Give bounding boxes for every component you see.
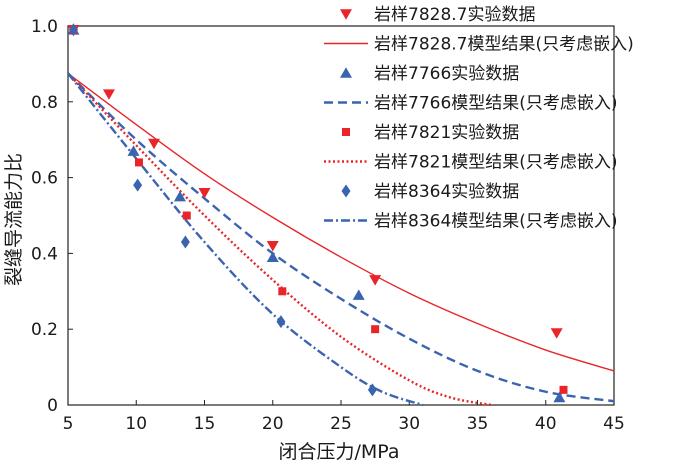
x-tick-label: 25: [330, 414, 352, 434]
series-points-4: [68, 23, 377, 397]
legend-item: 岩样7828.7模型结果(只考虑嵌入): [324, 35, 634, 55]
series-line-4: [67, 72, 424, 407]
x-tick-label: 30: [398, 414, 420, 434]
y-tick-label: 0.2: [31, 320, 58, 340]
data-point: [367, 383, 377, 397]
legend-item: 岩样7766模型结果(只考虑嵌入): [324, 94, 618, 114]
legend-item: 岩样7766实验数据: [340, 64, 519, 84]
x-tick-label: 5: [63, 414, 74, 434]
y-tick-label: 0.8: [31, 93, 58, 113]
data-point: [147, 138, 160, 150]
series-line-2: [67, 72, 615, 403]
data-point: [266, 251, 279, 262]
data-point: [173, 190, 186, 202]
data-point: [369, 275, 382, 286]
data-point: [553, 391, 566, 403]
legend-label: 岩样8364模型结果(只考虑嵌入): [374, 212, 618, 232]
x-tick-label: 45: [603, 414, 625, 434]
data-point: [371, 325, 380, 334]
model-curve: [67, 72, 424, 407]
legend-label: 岩样7828.7实验数据: [374, 5, 535, 25]
y-tick-label: 0: [47, 396, 58, 416]
data-point: [352, 289, 365, 300]
legend-label: 岩样7766实验数据: [374, 64, 519, 84]
y-tick-label: 0.6: [31, 169, 58, 189]
model-curve: [67, 72, 615, 403]
data-point: [559, 385, 568, 394]
data-point: [133, 178, 143, 192]
x-axis-label: 闭合压力/MPa: [278, 441, 399, 463]
data-point: [134, 158, 143, 167]
y-tick-label: 0.4: [31, 244, 58, 264]
legend-label: 岩样8364实验数据: [374, 182, 519, 202]
series-layer: [67, 23, 615, 407]
data-point: [127, 145, 140, 156]
legend-item: 岩样8364实验数据: [341, 182, 519, 202]
legend-label: 岩样7821实验数据: [374, 123, 519, 143]
data-point: [278, 287, 287, 296]
legend-marker: [340, 67, 352, 78]
legend-item: 岩样7821模型结果(只考虑嵌入): [324, 153, 618, 173]
data-point: [198, 187, 211, 199]
y-tick-label: 1.0: [31, 17, 58, 37]
data-point: [180, 235, 190, 249]
legend-item: 岩样8364模型结果(只考虑嵌入): [324, 212, 618, 232]
data-point: [276, 315, 286, 329]
x-tick-label: 20: [262, 414, 284, 434]
data-point: [68, 23, 78, 37]
series-points-1: [67, 24, 563, 339]
data-point: [102, 89, 115, 100]
x-tick-label: 15: [194, 414, 216, 434]
legend-label: 岩样7766模型结果(只考虑嵌入): [374, 94, 618, 114]
legend-item: 岩样7828.7实验数据: [340, 5, 535, 25]
legend-marker: [341, 184, 351, 198]
data-point: [266, 241, 279, 252]
legend-marker: [342, 128, 350, 136]
x-tick-label: 10: [125, 414, 147, 434]
y-axis-label: 裂缝导流能力比: [3, 153, 25, 286]
axes: 5 10 15 20 25 30 35 40 45 0 0.2 0.4 0.6 0.8 1.0: [31, 17, 625, 434]
legend-marker: [340, 9, 352, 20]
legend-label: 岩样7828.7模型结果(只考虑嵌入): [374, 35, 634, 55]
series-line-1: [67, 72, 615, 372]
data-point: [550, 328, 563, 339]
x-tick-label: 35: [467, 414, 489, 434]
legend-label: 岩样7821模型结果(只考虑嵌入): [374, 153, 618, 173]
data-point: [182, 211, 191, 220]
x-tick-label: 40: [535, 414, 557, 434]
legend-item: 岩样7821实验数据: [342, 123, 519, 143]
model-curve: [67, 72, 615, 372]
